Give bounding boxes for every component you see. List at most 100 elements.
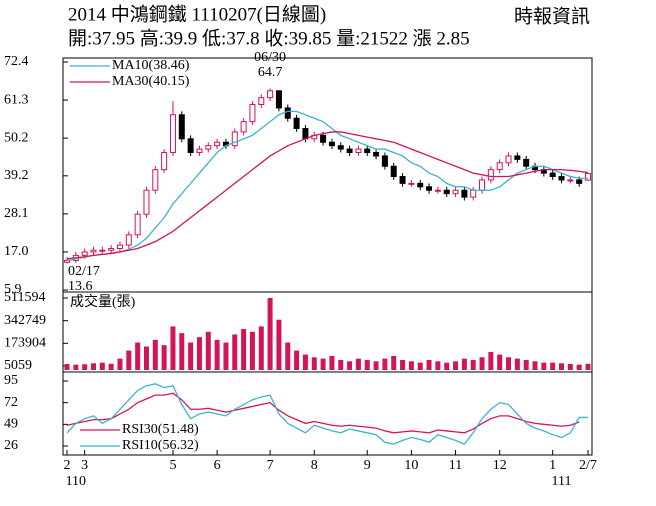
annotation: 06/30	[254, 50, 286, 65]
candle-body	[214, 141, 221, 147]
candle-body	[99, 249, 106, 252]
frame	[62, 57, 593, 456]
volume-bar	[329, 355, 335, 370]
volume-bar	[532, 361, 538, 370]
candle-body	[320, 134, 327, 143]
volume-bar	[400, 359, 406, 370]
candle-body	[231, 131, 238, 147]
candle-body	[328, 141, 335, 147]
volume-bar	[64, 363, 70, 370]
candle-body	[505, 155, 512, 164]
x-tick-label: 6	[214, 458, 221, 473]
legend-label: MA30(40.15)	[112, 74, 190, 89]
volume-bar	[426, 359, 432, 370]
candle-body	[258, 97, 265, 106]
annotation: 13.6	[68, 279, 93, 294]
chart-title: 2014 中鴻鋼鐵 1110207(日線圖)	[68, 3, 326, 25]
x-tick-label: 7	[267, 458, 274, 473]
volume-bar	[258, 326, 264, 370]
volume-bar	[152, 339, 158, 370]
candle-body	[576, 179, 583, 184]
x-tick-label: 1	[549, 458, 556, 473]
volume-bar	[267, 298, 273, 370]
volume-bar	[232, 334, 238, 370]
volume-bar	[241, 329, 247, 370]
volume-bar	[461, 358, 467, 370]
volume-bar	[276, 319, 282, 370]
candle-body	[293, 117, 300, 130]
volume-bar	[523, 359, 529, 370]
y-tick-label: 39.2	[4, 168, 29, 183]
line	[66, 110, 589, 262]
volume-bar	[488, 351, 494, 370]
candle-body	[337, 145, 344, 150]
candle-body	[558, 176, 565, 181]
line	[66, 131, 589, 260]
volume-bar	[355, 358, 361, 370]
x-tick-label: 2/7	[579, 458, 597, 473]
info: 開:37.95 高:39.9 低:37.8 收:39.85 量:21522 漲 …	[68, 27, 470, 49]
candle-body	[284, 107, 291, 119]
y-tick-label: 5.9	[4, 282, 22, 297]
candle-body	[399, 176, 406, 184]
volume-bar	[514, 358, 520, 370]
volume-bar	[338, 359, 344, 370]
legend-label: MA10(38.46)	[112, 58, 190, 73]
y-tick-label: 49	[4, 417, 18, 432]
candle-body	[408, 182, 415, 185]
panel-label: 成交量(張)	[70, 293, 136, 310]
candle-body	[134, 213, 141, 236]
candle-body	[196, 148, 203, 154]
candle-body	[549, 172, 556, 178]
volume-bar	[249, 331, 255, 370]
y-tick-label: 95	[4, 373, 18, 388]
volume-bar	[82, 364, 88, 370]
volume-bar	[311, 357, 317, 370]
candle-body	[390, 165, 397, 178]
candle-body	[116, 244, 123, 250]
candle-body	[346, 148, 353, 154]
volume-bar	[302, 354, 308, 370]
candle-body	[381, 155, 388, 167]
volume-bar	[435, 361, 441, 370]
legend-label: RSI10(56.32)	[122, 438, 199, 453]
volume-bar	[90, 363, 96, 370]
y-tick-label: 72	[4, 395, 18, 410]
y-tick-label: 342749	[4, 313, 46, 328]
volume-bar	[417, 362, 423, 370]
candle-body	[514, 155, 521, 160]
candle-body	[567, 179, 574, 182]
x-tick-label: 12	[493, 458, 507, 473]
year-label: 110	[66, 474, 86, 489]
volume-bar	[223, 342, 229, 370]
volume-bar	[382, 358, 388, 370]
candle-body	[523, 158, 530, 167]
candle-body	[585, 173, 591, 181]
candle-body	[161, 152, 168, 171]
volume-bar	[550, 362, 556, 370]
candle-body	[178, 114, 185, 140]
volume-bar	[143, 346, 149, 370]
volume-bar	[117, 358, 123, 370]
year-label: 111	[552, 474, 572, 489]
volume-bar	[567, 363, 573, 370]
candle-body	[108, 248, 115, 251]
candle-body	[143, 189, 150, 215]
y-tick-label: 26	[4, 438, 18, 453]
y-tick-label: 173904	[4, 336, 46, 351]
candle-body	[240, 121, 247, 133]
x-tick-label: 10	[404, 458, 418, 473]
volume-bar	[170, 326, 176, 370]
candle-body	[487, 169, 494, 181]
candle-body	[302, 128, 309, 140]
volume-bar	[135, 342, 141, 370]
volume-bar	[320, 358, 326, 370]
line	[66, 392, 580, 434]
volume-bar	[99, 362, 105, 370]
volume-bar	[391, 355, 397, 370]
x-tick-label: 5	[169, 458, 176, 473]
x-tick-label: 2	[64, 458, 71, 473]
volume-bar	[285, 342, 291, 370]
annotation: 02/17	[68, 264, 100, 279]
